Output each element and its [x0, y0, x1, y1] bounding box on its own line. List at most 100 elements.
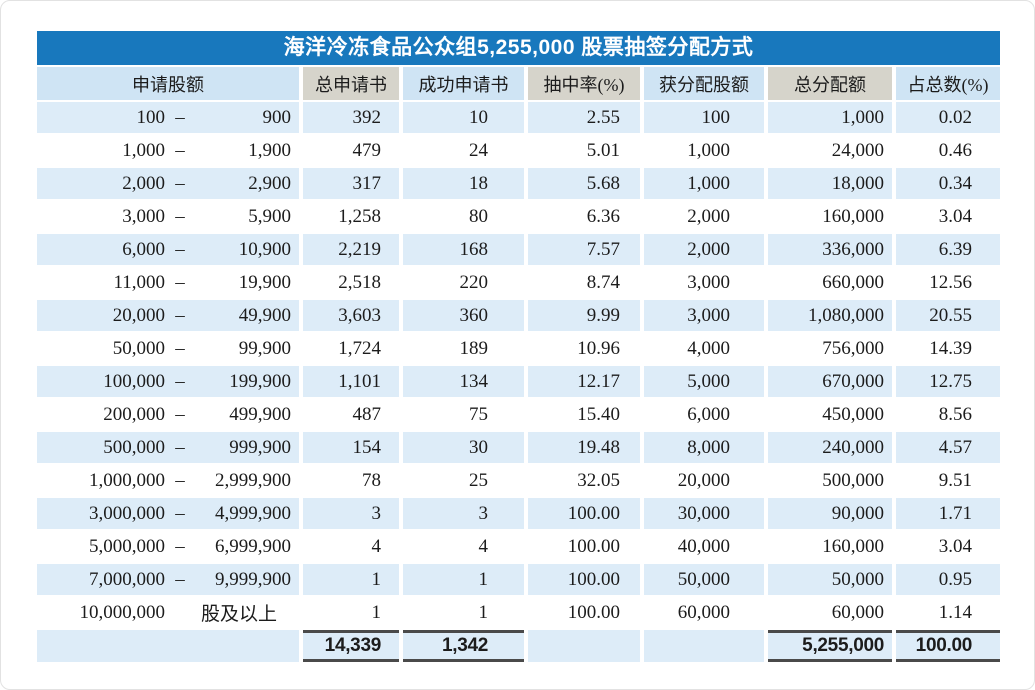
cell-total-allocation: 24,000 — [768, 135, 892, 166]
range-high: 10,900 — [238, 238, 291, 260]
table-row: 200,000– 499,900 487 75 15.40 6,000 450,000 8.5… — [37, 399, 1000, 430]
cell-total-applications: 317 — [303, 168, 399, 199]
table-row: 1,000,000– 2,999,900 78 25 32.05 20,000 500,00… — [37, 465, 1000, 496]
cell-total-allocation: 1,000 — [768, 102, 892, 133]
table-row: 100–900 392 10 2.55 100 1,000 0.02 — [37, 102, 1000, 133]
column-header-2: 总申请书 — [303, 67, 399, 100]
range-high: 5,900 — [248, 205, 291, 227]
cell-pct-of-total: 12.56 — [896, 267, 1000, 298]
range-low: 100 — [136, 106, 166, 128]
range-dash: – — [175, 205, 185, 227]
table-body: 100–900 392 10 2.55 100 1,000 0.02 1,000–1,900 4… — [37, 102, 1000, 662]
cell-allocated-shares: 2,000 — [644, 234, 764, 265]
range-suffix-label: 股及以上 — [201, 604, 278, 625]
cell-pct-of-total: 12.75 — [896, 366, 1000, 397]
table-row: 3,000– 5,900 1,258 80 6.36 2,000 160,000 3.04 — [37, 201, 1000, 232]
cell-total-allocation: 160,000 — [768, 201, 892, 232]
total-allocation-sum: 5,255,000 — [768, 630, 892, 662]
allotment-data-table: 申请股额 总申请书 成功申请书 抽中率(%) 获分配股额 总分配额 占总数(%) 100–9… — [33, 65, 1004, 664]
cell-share-range: 50,000– 99,900 — [37, 333, 299, 364]
cell-pct-of-total: 0.46 — [896, 135, 1000, 166]
cell-total-applications: 2,518 — [303, 267, 399, 298]
table-row: 11,000– 19,900 2,518 220 8.74 3,000 660,000 12.… — [37, 267, 1000, 298]
cell-hit-rate: 100.00 — [528, 564, 640, 595]
table-title: 海洋冷冻食品公众组5,255,000 股票抽签分配方式 — [37, 31, 1000, 65]
range-high: 19,900 — [238, 271, 291, 293]
totals-empty-rate — [528, 630, 640, 662]
table-row: 6,000– 10,900 2,219 168 7.57 2,000 336,000 6.39 — [37, 234, 1000, 265]
column-header-1: 申请股额 — [37, 67, 299, 100]
table-row: 10,000,000 股及以上 1 1 100.00 60,000 60,000 1.14 — [37, 597, 1000, 628]
range-high: 999,900 — [229, 436, 291, 458]
cell-total-applications: 1 — [303, 597, 399, 628]
range-high: 49,900 — [238, 304, 291, 326]
cell-total-applications: 1 — [303, 564, 399, 595]
cell-successful-applications: 3 — [403, 498, 524, 529]
range-dash: – — [175, 568, 185, 590]
cell-total-applications: 487 — [303, 399, 399, 430]
cell-allocated-shares: 100 — [644, 102, 764, 133]
range-low: 2,000 — [122, 172, 165, 194]
cell-pct-of-total: 9.51 — [896, 465, 1000, 496]
cell-hit-rate: 100.00 — [528, 531, 640, 562]
cell-pct-of-total: 6.39 — [896, 234, 1000, 265]
range-high: 1,900 — [248, 139, 291, 161]
range-high: 6,999,900 — [215, 535, 291, 557]
cell-total-allocation: 90,000 — [768, 498, 892, 529]
range-high: 2,900 — [248, 172, 291, 194]
cell-share-range: 10,000,000 股及以上 — [37, 597, 299, 628]
cell-successful-applications: 1 — [403, 597, 524, 628]
cell-total-applications: 78 — [303, 465, 399, 496]
cell-allocated-shares: 20,000 — [644, 465, 764, 496]
table-row: 20,000–49,900 3,603 360 9.99 3,000 1,080,000 2… — [37, 300, 1000, 331]
successful-applications-sum: 1,342 — [403, 630, 524, 662]
cell-hit-rate: 6.36 — [528, 201, 640, 232]
range-low: 3,000,000 — [89, 502, 165, 524]
range-low: 20,000 — [112, 304, 165, 326]
cell-total-allocation: 670,000 — [768, 366, 892, 397]
cell-successful-applications: 18 — [403, 168, 524, 199]
cell-hit-rate: 19.48 — [528, 432, 640, 463]
range-low: 1,000 — [122, 139, 165, 161]
range-dash: – — [175, 502, 185, 524]
cell-share-range: 7,000,000– 9,999,900 — [37, 564, 299, 595]
cell-pct-of-total: 0.95 — [896, 564, 1000, 595]
cell-allocated-shares: 3,000 — [644, 300, 764, 331]
cell-allocated-shares: 30,000 — [644, 498, 764, 529]
range-low: 7,000,000 — [89, 568, 165, 590]
cell-pct-of-total: 4.57 — [896, 432, 1000, 463]
totals-empty-alloc — [644, 630, 764, 662]
cell-total-applications: 3 — [303, 498, 399, 529]
cell-share-range: 200,000– 499,900 — [37, 399, 299, 430]
table-row: 5,000,000–6,999,900 4 4 100.00 40,000 160,000… — [37, 531, 1000, 562]
cell-total-applications: 4 — [303, 531, 399, 562]
cell-share-range: 1,000– 1,900 — [37, 135, 299, 166]
cell-total-applications: 1,101 — [303, 366, 399, 397]
column-header-5: 获分配股额 — [644, 67, 764, 100]
cell-share-range: 20,000– 49,900 — [37, 300, 299, 331]
cell-allocated-shares: 1,000 — [644, 168, 764, 199]
cell-hit-rate: 2.55 — [528, 102, 640, 133]
cell-total-allocation: 160,000 — [768, 531, 892, 562]
cell-total-applications: 3,603 — [303, 300, 399, 331]
cell-allocated-shares: 1,000 — [644, 135, 764, 166]
cell-hit-rate: 12.17 — [528, 366, 640, 397]
table-row: 100,000– 199,900 1,101 134 12.17 5,000 670,000… — [37, 366, 1000, 397]
cell-successful-applications: 1 — [403, 564, 524, 595]
range-low: 3,000 — [122, 205, 165, 227]
table-row: 7,000,000–9,999,900 1 1 100.00 50,000 50,000 0… — [37, 564, 1000, 595]
cell-total-applications: 479 — [303, 135, 399, 166]
table-row: 1,000–1,900 479 24 5.01 1,000 24,000 0.46 — [37, 135, 1000, 166]
cell-share-range: 3,000,000– 4,999,900 — [37, 498, 299, 529]
range-dash: – — [175, 469, 185, 491]
cell-hit-rate: 100.00 — [528, 498, 640, 529]
cell-hit-rate: 5.68 — [528, 168, 640, 199]
cell-pct-of-total: 20.55 — [896, 300, 1000, 331]
cell-pct-of-total: 0.02 — [896, 102, 1000, 133]
range-dash: – — [175, 238, 185, 260]
cell-successful-applications: 25 — [403, 465, 524, 496]
range-high: 499,900 — [229, 403, 291, 425]
range-high: 900 — [262, 106, 292, 128]
cell-pct-of-total: 14.39 — [896, 333, 1000, 364]
